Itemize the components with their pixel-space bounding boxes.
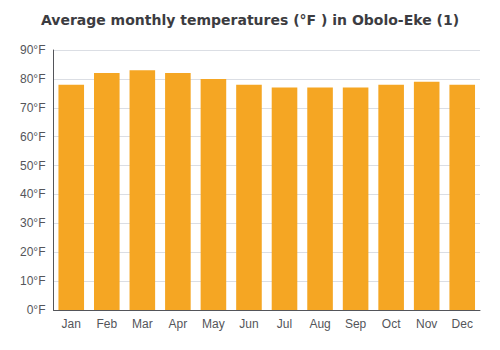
svg-text:May: May: [202, 317, 225, 331]
svg-text:Jan: Jan: [62, 317, 81, 331]
svg-text:20°F: 20°F: [20, 245, 45, 259]
svg-text:30°F: 30°F: [20, 216, 45, 230]
svg-text:90°F: 90°F: [20, 43, 45, 57]
svg-text:Jul: Jul: [277, 317, 292, 331]
svg-text:70°F: 70°F: [20, 101, 45, 115]
svg-text:Feb: Feb: [96, 317, 117, 331]
svg-text:50°F: 50°F: [20, 159, 45, 173]
svg-text:Dec: Dec: [452, 317, 473, 331]
svg-text:Aug: Aug: [309, 317, 330, 331]
svg-text:Sep: Sep: [345, 317, 367, 331]
svg-text:Mar: Mar: [132, 317, 153, 331]
svg-text:0°F: 0°F: [27, 303, 46, 317]
svg-text:80°F: 80°F: [20, 72, 45, 86]
svg-text:60°F: 60°F: [20, 130, 45, 144]
svg-text:Average monthly temperatures (: Average monthly temperatures (°F ) in Ob…: [41, 12, 459, 28]
svg-text:Apr: Apr: [169, 317, 188, 331]
svg-text:40°F: 40°F: [20, 187, 45, 201]
svg-text:10°F: 10°F: [20, 274, 45, 288]
svg-text:Jun: Jun: [239, 317, 258, 331]
svg-text:Oct: Oct: [382, 317, 401, 331]
svg-text:Nov: Nov: [416, 317, 437, 331]
